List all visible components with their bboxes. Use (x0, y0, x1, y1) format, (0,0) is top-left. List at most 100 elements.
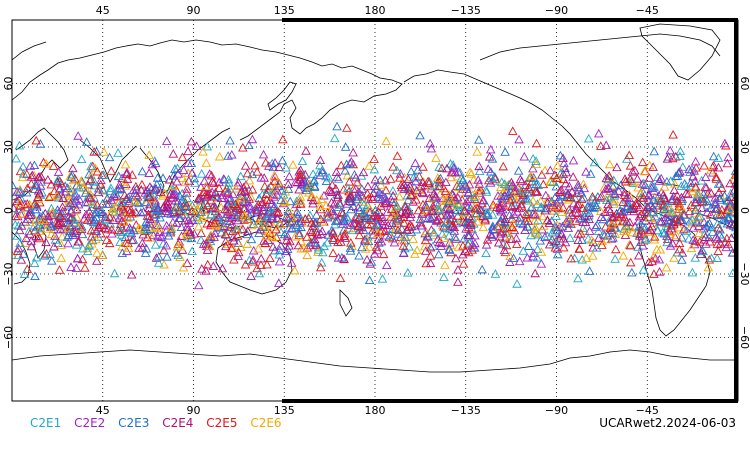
observation-marker (184, 176, 194, 185)
observation-marker (601, 234, 612, 244)
observation-marker (150, 240, 161, 249)
observation-marker (96, 179, 106, 189)
observation-marker (36, 177, 46, 186)
observation-marker (705, 210, 716, 219)
observation-marker (333, 253, 344, 262)
observation-marker (458, 180, 468, 190)
observation-marker (588, 251, 598, 260)
observation-marker (624, 240, 635, 249)
observation-marker (639, 178, 649, 188)
observation-marker (377, 189, 388, 199)
observation-marker (507, 126, 518, 135)
observation-marker (396, 180, 407, 190)
observation-marker (252, 205, 262, 215)
lon-label-top: 45 (96, 4, 110, 17)
observation-marker (726, 188, 736, 198)
coastline-europe (12, 41, 47, 61)
observation-marker (695, 211, 705, 221)
observation-marker (330, 216, 341, 226)
observation-marker (450, 195, 460, 204)
lon-label-top: −135 (451, 4, 481, 17)
observation-marker (285, 236, 295, 246)
observation-marker (650, 253, 661, 263)
observation-marker (343, 183, 353, 192)
observation-marker (499, 179, 510, 189)
observation-marker (545, 165, 556, 175)
observation-marker (694, 221, 704, 231)
observation-marker (187, 200, 198, 210)
observation-marker (115, 183, 125, 192)
observation-marker (346, 192, 356, 202)
observation-marker (490, 174, 500, 183)
observation-marker (644, 173, 655, 182)
observation-marker (431, 197, 442, 207)
observation-marker (549, 206, 559, 215)
observation-marker (564, 181, 575, 191)
observation-marker (30, 204, 41, 214)
observation-marker (345, 191, 355, 201)
observation-marker (272, 185, 282, 195)
observation-marker (431, 192, 441, 201)
observation-marker (37, 187, 47, 197)
observation-marker (242, 239, 252, 248)
observation-marker (643, 190, 654, 200)
observation-marker (381, 260, 392, 270)
observation-marker (625, 217, 635, 227)
observation-marker (530, 228, 541, 238)
observation-marker (208, 261, 219, 270)
observation-marker (18, 168, 29, 178)
observation-marker (585, 169, 596, 178)
observation-marker (292, 177, 303, 186)
observation-marker (315, 201, 326, 210)
observation-marker (664, 225, 674, 235)
observation-marker (519, 151, 530, 161)
observation-marker (665, 176, 676, 185)
lat-label-left: 60 (2, 77, 15, 91)
observation-marker (232, 231, 243, 240)
observation-marker (340, 142, 351, 151)
observation-marker (573, 199, 584, 209)
observation-marker (151, 183, 161, 193)
observation-marker (354, 230, 365, 240)
observation-marker (266, 199, 277, 208)
observation-marker (477, 264, 487, 274)
observation-marker (373, 219, 384, 229)
observation-marker (508, 253, 519, 263)
observation-marker (557, 207, 567, 217)
observation-marker (16, 255, 27, 264)
observation-marker (247, 184, 258, 194)
observation-marker (252, 167, 262, 176)
observation-marker (308, 198, 318, 208)
observation-marker (634, 202, 645, 212)
observation-marker (182, 193, 192, 202)
observation-marker (237, 213, 247, 222)
observation-marker (29, 160, 40, 170)
observation-marker (385, 174, 396, 183)
observation-marker (632, 174, 643, 183)
observation-marker (589, 198, 600, 207)
observation-marker (526, 230, 536, 240)
observation-marker (223, 174, 234, 184)
observation-marker (599, 230, 610, 240)
observation-marker (415, 214, 426, 223)
observation-marker (638, 193, 649, 202)
observation-marker (654, 176, 664, 185)
observation-marker (145, 182, 155, 191)
observation-marker (573, 235, 584, 244)
observation-marker (302, 232, 312, 241)
observation-marker (648, 203, 658, 212)
observation-marker (498, 204, 508, 214)
observation-marker (280, 197, 291, 207)
observation-marker (619, 224, 629, 233)
observation-marker (224, 222, 235, 232)
observation-marker (52, 208, 62, 218)
observation-marker (127, 170, 138, 179)
observation-marker (66, 212, 77, 222)
observation-marker (578, 179, 589, 188)
observation-marker (331, 167, 342, 176)
observation-marker (21, 187, 32, 197)
observation-marker (96, 175, 106, 185)
observation-marker (260, 238, 271, 247)
observation-marker (604, 171, 614, 180)
observation-marker (274, 256, 285, 266)
